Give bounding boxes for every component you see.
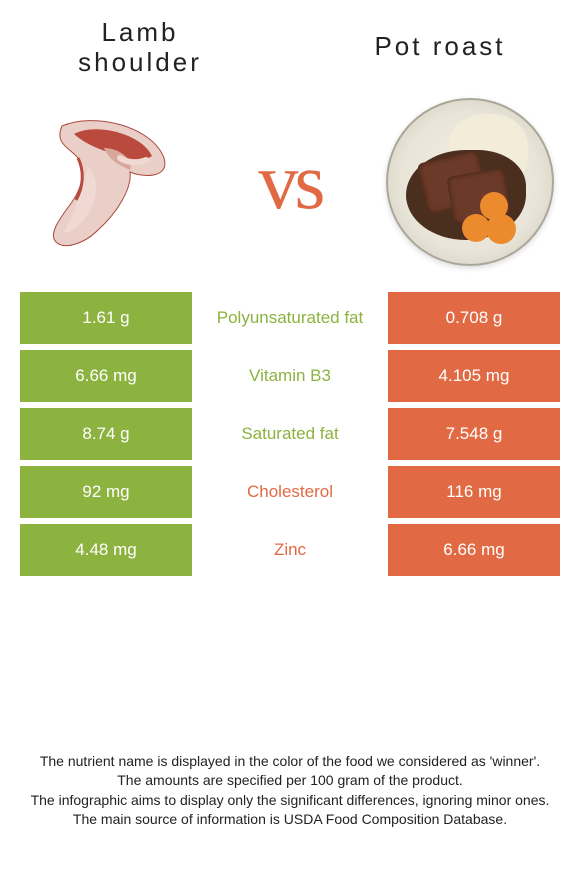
plate-illustration-icon — [386, 98, 554, 266]
lamb-illustration-icon — [34, 108, 184, 258]
table-row: 1.61 gPolyunsaturated fat0.708 g — [20, 292, 560, 344]
left-value: 4.48 mg — [20, 524, 192, 576]
title-left: Lamb shoulder — [40, 18, 240, 78]
images-row: vs — [0, 78, 580, 292]
title-right: Pot roast — [340, 18, 540, 78]
left-value: 1.61 g — [20, 292, 192, 344]
nutrient-name: Polyunsaturated fat — [192, 292, 388, 344]
footnote-line: The nutrient name is displayed in the co… — [24, 752, 556, 772]
right-value: 6.66 mg — [388, 524, 560, 576]
right-value: 7.548 g — [388, 408, 560, 460]
vs-label: vs — [258, 137, 321, 228]
footnotes: The nutrient name is displayed in the co… — [0, 752, 580, 830]
left-value: 8.74 g — [20, 408, 192, 460]
table-row: 6.66 mgVitamin B34.105 mg — [20, 350, 560, 402]
nutrient-name: Cholesterol — [192, 466, 388, 518]
lamb-shoulder-image — [24, 98, 194, 268]
right-value: 116 mg — [388, 466, 560, 518]
nutrient-name: Saturated fat — [192, 408, 388, 460]
left-value: 92 mg — [20, 466, 192, 518]
table-row: 92 mgCholesterol116 mg — [20, 466, 560, 518]
header: Lamb shoulder Pot roast — [0, 0, 580, 78]
table-row: 4.48 mgZinc6.66 mg — [20, 524, 560, 576]
footnote-line: The infographic aims to display only the… — [24, 791, 556, 811]
right-value: 0.708 g — [388, 292, 560, 344]
footnote-line: The main source of information is USDA F… — [24, 810, 556, 830]
left-value: 6.66 mg — [20, 350, 192, 402]
pot-roast-image — [386, 98, 556, 268]
nutrient-name: Zinc — [192, 524, 388, 576]
nutrient-name: Vitamin B3 — [192, 350, 388, 402]
comparison-table: 1.61 gPolyunsaturated fat0.708 g6.66 mgV… — [0, 292, 580, 576]
right-value: 4.105 mg — [388, 350, 560, 402]
table-row: 8.74 gSaturated fat7.548 g — [20, 408, 560, 460]
footnote-line: The amounts are specified per 100 gram o… — [24, 771, 556, 791]
